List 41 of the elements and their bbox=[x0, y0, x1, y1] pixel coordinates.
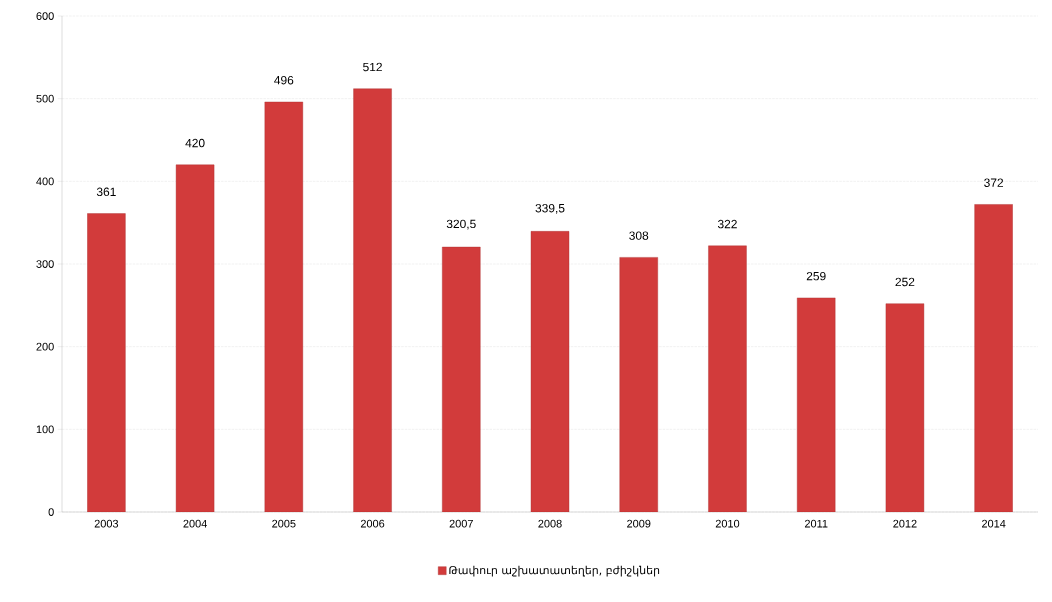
y-tick-label: 600 bbox=[36, 12, 54, 20]
x-tick-label: 2010 bbox=[715, 519, 740, 528]
x-tick-label: 2009 bbox=[627, 519, 651, 528]
y-tick-label: 100 bbox=[36, 425, 54, 434]
y-tick-label: 0 bbox=[48, 508, 54, 516]
bar bbox=[175, 164, 215, 512]
legend-label: Թափուր աշխատատեղեր, բժիշկներ bbox=[449, 565, 660, 577]
data-label: 252 bbox=[895, 277, 915, 287]
y-tick-label: 400 bbox=[36, 177, 54, 186]
x-tick-label: 2007 bbox=[449, 519, 473, 528]
bar bbox=[87, 213, 126, 512]
bar bbox=[796, 297, 836, 512]
data-label: 512 bbox=[363, 62, 382, 72]
bar bbox=[442, 246, 481, 512]
data-label: 496 bbox=[274, 75, 294, 85]
x-tick-label: 2012 bbox=[893, 519, 917, 528]
x-tick-label: 2006 bbox=[360, 519, 385, 528]
data-label: 259 bbox=[806, 271, 826, 281]
x-tick-label: 2008 bbox=[538, 519, 562, 528]
y-tick-label: 300 bbox=[36, 260, 54, 268]
data-label: 322 bbox=[717, 219, 737, 229]
data-label: 361 bbox=[96, 187, 116, 197]
bar bbox=[974, 204, 1013, 512]
x-tick-label: 2005 bbox=[272, 519, 296, 528]
x-tick-label: 2014 bbox=[982, 519, 1006, 528]
bar bbox=[619, 257, 658, 512]
x-tick-label: 2003 bbox=[94, 519, 119, 528]
bar bbox=[530, 231, 570, 512]
data-label: 420 bbox=[185, 138, 205, 148]
x-tick-label: 2011 bbox=[804, 519, 828, 528]
data-label: 372 bbox=[984, 178, 1004, 187]
data-label: 339,5 bbox=[535, 203, 565, 214]
data-label: 308 bbox=[629, 231, 649, 240]
y-tick-label: 500 bbox=[36, 94, 54, 103]
x-tick-label: 2004 bbox=[183, 519, 207, 528]
y-tick-label: 200 bbox=[36, 342, 54, 351]
data-label: 320,5 bbox=[446, 219, 476, 230]
bar bbox=[885, 303, 925, 512]
bar bbox=[708, 245, 747, 512]
bar bbox=[353, 88, 392, 512]
bar bbox=[264, 101, 304, 512]
